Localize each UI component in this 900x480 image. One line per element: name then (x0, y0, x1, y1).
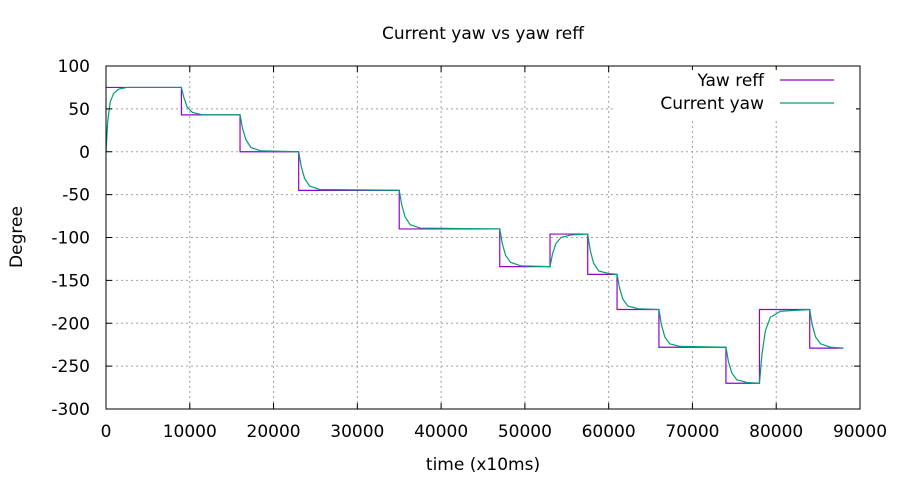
legend-label-current-yaw: Current yaw (660, 94, 764, 114)
y-tick-label: -300 (51, 400, 90, 420)
x-tick-label: 80000 (749, 422, 803, 442)
grid-lines (106, 66, 860, 409)
series-group (105, 86, 844, 384)
series-line-yaw-reff (106, 86, 844, 384)
legend-label-yaw-reff: Yaw reff (696, 71, 765, 91)
x-tick-label: 0 (101, 422, 112, 442)
x-tick-label: 90000 (833, 422, 887, 442)
x-tick-label: 70000 (665, 422, 719, 442)
y-tick-label: -250 (51, 357, 90, 377)
x-axis-label: time (x10ms) (426, 455, 540, 475)
x-tick-label: 10000 (163, 422, 217, 442)
y-tick-label: 50 (68, 100, 90, 120)
y-tick-label: 0 (79, 143, 90, 163)
x-tick-label: 60000 (582, 422, 636, 442)
x-tick-label: 20000 (247, 422, 301, 442)
axis-ticks: 0 10000 20000 30000 40000 50000 60000 70000 8000… (51, 57, 887, 442)
chart-title: Current yaw vs yaw reff (382, 24, 585, 44)
x-tick-label: 30000 (330, 422, 384, 442)
legend-background (614, 70, 856, 118)
series-line-current-yaw (105, 86, 844, 384)
y-tick-label: 100 (58, 57, 90, 77)
y-tick-label: -200 (51, 314, 90, 334)
y-axis-label: Degree (7, 206, 27, 268)
y-tick-label: -100 (51, 229, 90, 249)
legend: Yaw reff Current yaw (614, 70, 856, 118)
y-tick-label: -150 (51, 271, 90, 291)
x-tick-label: 40000 (414, 422, 468, 442)
y-tick-label: -50 (62, 186, 90, 206)
x-tick-label: 50000 (498, 422, 552, 442)
